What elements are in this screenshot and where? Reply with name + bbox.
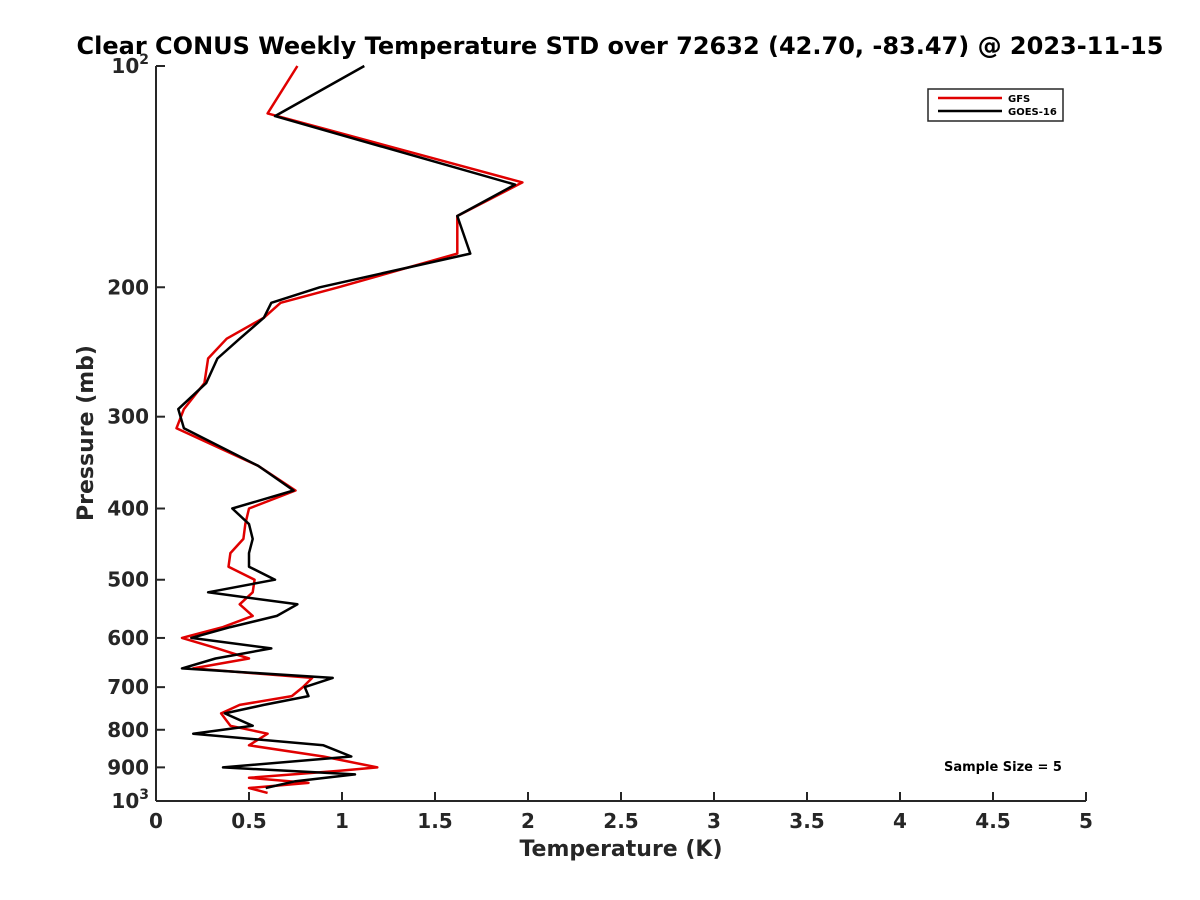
sample-size-annotation: Sample Size = 5 bbox=[944, 760, 1062, 775]
legend-label-gfs: GFS bbox=[1008, 94, 1030, 105]
plot-area: 0 0.5 1 1.5 2 2.5 3 3.5 4 4.5 5 102 200 300 400 500 600… bbox=[107, 52, 1093, 833]
y-tick-label: 500 bbox=[107, 568, 149, 592]
y-tick-label: 600 bbox=[107, 626, 149, 650]
y-tick-label: 102 bbox=[111, 52, 149, 78]
series-line-goes16 bbox=[177, 64, 517, 790]
y-tick-label: 200 bbox=[107, 275, 149, 299]
y-ticks: 102 200 300 400 500 600 700 800 900 103 bbox=[107, 52, 165, 813]
y-axis-label: Pressure (mb) bbox=[74, 345, 99, 521]
series-layer bbox=[175, 64, 524, 795]
y-tick-label: 300 bbox=[107, 405, 149, 429]
x-tick-label: 1.5 bbox=[417, 809, 452, 833]
x-tick-label: 2 bbox=[521, 809, 535, 833]
x-tick-label: 0 bbox=[149, 809, 163, 833]
x-tick-label: 4.5 bbox=[975, 809, 1010, 833]
x-ticks: 0 0.5 1 1.5 2 2.5 3 3.5 4 4.5 5 bbox=[149, 792, 1093, 833]
x-tick-label: 3 bbox=[707, 809, 721, 833]
x-tick-label: 5 bbox=[1079, 809, 1093, 833]
y-tick-label: 800 bbox=[107, 718, 149, 742]
y-tick-label: 103 bbox=[111, 787, 149, 813]
x-tick-label: 0.5 bbox=[231, 809, 266, 833]
legend-box bbox=[927, 88, 1064, 122]
legend-label-goes16: GOES-16 bbox=[1008, 107, 1057, 118]
chart-title: Clear CONUS Weekly Temperature STD over … bbox=[77, 32, 1164, 60]
x-tick-label: 1 bbox=[335, 809, 349, 833]
y-tick-label: 700 bbox=[107, 675, 149, 699]
series-line-gfs bbox=[175, 65, 524, 795]
y-tick-label: 900 bbox=[107, 755, 149, 779]
x-axis-label: Temperature (K) bbox=[519, 837, 722, 862]
legend: GFS GOES-16 bbox=[927, 88, 1064, 122]
x-tick-label: 3.5 bbox=[789, 809, 824, 833]
x-tick-label: 4 bbox=[893, 809, 907, 833]
y-tick-label: 400 bbox=[107, 497, 149, 521]
x-tick-label: 2.5 bbox=[603, 809, 638, 833]
